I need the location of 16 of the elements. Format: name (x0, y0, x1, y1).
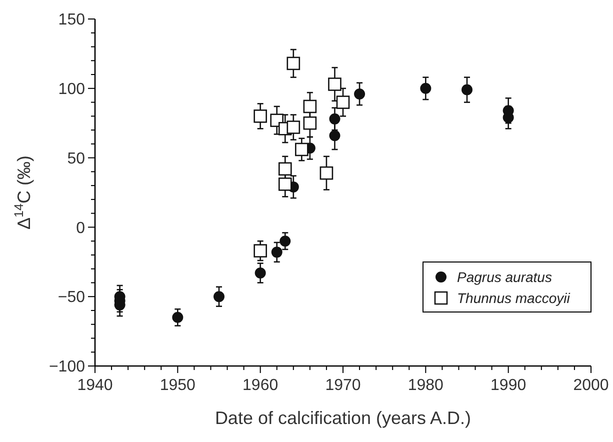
legend-label: Thunnus maccoyii (457, 290, 571, 306)
x-tick-label: 1990 (490, 377, 526, 394)
y-tick-label: −100 (48, 358, 86, 376)
x-tick-label: 1970 (325, 377, 361, 394)
y-tick-label: 100 (58, 81, 86, 98)
y-tick-label: 50 (67, 150, 86, 168)
x-tick-label: 1960 (242, 377, 278, 394)
legend-label: Pagrus auratus (457, 268, 552, 285)
x-tick-label: 2000 (573, 377, 609, 394)
x-tick-label: 1940 (77, 377, 113, 394)
y-tick-label: 0 (76, 220, 86, 237)
y-tick-label: −50 (58, 289, 86, 306)
y-tick-label: 150 (58, 12, 86, 29)
x-tick-label: 1980 (408, 377, 444, 394)
x-axis-title: Date of calcification (years A.D.) (214, 408, 472, 428)
x-tick-label: 1950 (160, 377, 196, 394)
